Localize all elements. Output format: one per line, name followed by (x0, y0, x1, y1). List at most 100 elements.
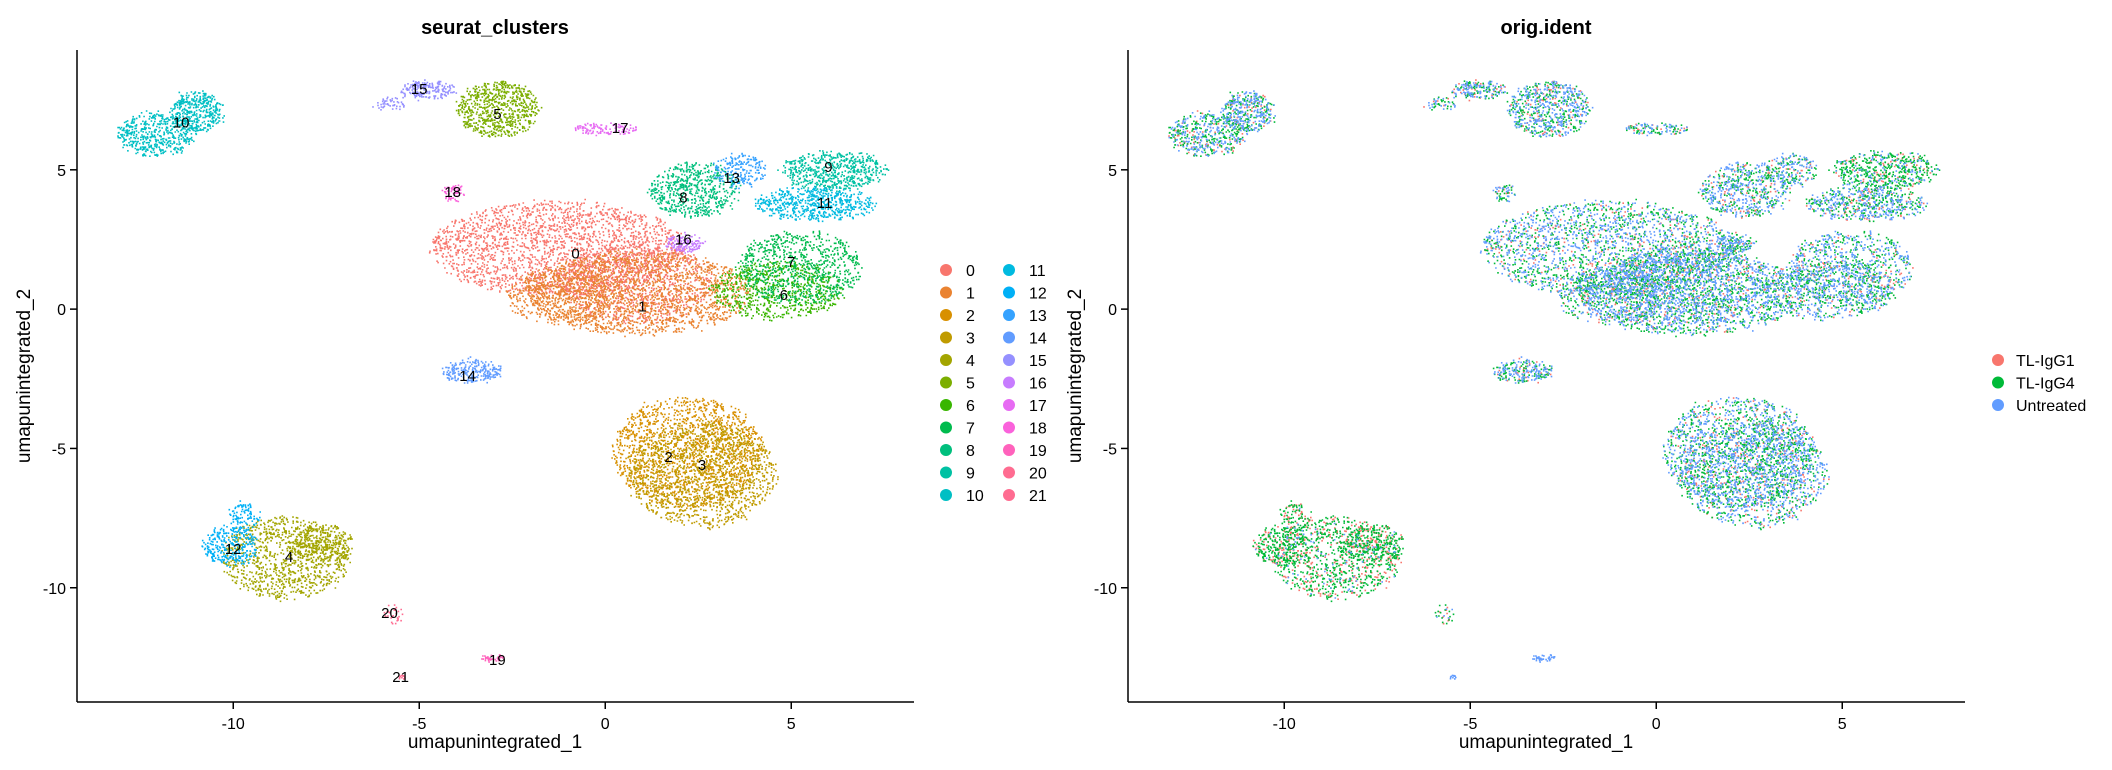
legend-key-2 (940, 309, 952, 321)
legend-label-TL-IgG4: TL-IgG4 (2016, 376, 2075, 393)
legend-key-10 (940, 489, 952, 501)
y-tick-label: -5 (52, 441, 66, 458)
legend-key-16 (1003, 376, 1015, 389)
cluster-9-points (777, 150, 890, 193)
legend-key-19 (1003, 444, 1015, 456)
cluster-label-17: 17 (612, 120, 629, 137)
panel-seurat-clusters: seurat_clusters 012 345678910111213141516… (14, 17, 1047, 753)
cluster-20-points (383, 604, 404, 625)
cluster-label-16: 16 (675, 232, 692, 249)
legend-key-1 (940, 286, 952, 299)
legend-label-7: 7 (966, 421, 975, 438)
cluster-18-points (441, 184, 465, 203)
cluster-label-9: 9 (824, 159, 832, 176)
x-tick-label: -10 (222, 716, 245, 733)
legend-label-20: 20 (1029, 466, 1047, 483)
cluster-label-19: 19 (489, 652, 506, 669)
legend-key-3 (940, 331, 952, 344)
legend-label-14: 14 (1029, 331, 1047, 348)
legend-label-9: 9 (966, 466, 975, 483)
legend-label-12: 12 (1029, 286, 1047, 303)
legend-label-4: 4 (966, 353, 975, 370)
cluster-1-points (505, 248, 752, 338)
legend-label-16: 16 (1029, 376, 1047, 393)
legend-label-Untreated: Untreated (2016, 398, 2086, 415)
legend-key-6 (940, 399, 952, 411)
legend-key-TL-IgG1 (1992, 354, 2004, 366)
cluster-label-7: 7 (787, 254, 795, 271)
x-tick-label: 5 (1838, 716, 1847, 733)
y-tick-label: 0 (57, 302, 66, 319)
legend-key-14 (1003, 331, 1015, 344)
cluster-19-points (481, 654, 505, 663)
legend-key-13 (1003, 309, 1015, 321)
legend-key-9 (940, 466, 952, 479)
cluster-12-points (201, 500, 261, 568)
cluster-label-2: 2 (664, 449, 672, 466)
sample-Untreated-points (1168, 80, 1939, 680)
legend-key-12 (1003, 286, 1015, 299)
legend-key-18 (1003, 421, 1015, 434)
legend-label-6: 6 (966, 398, 975, 415)
cluster-10-points (117, 90, 225, 157)
legend-key-20 (1003, 466, 1015, 479)
y-tick-label: 5 (1108, 163, 1117, 180)
legend-key-5 (940, 376, 952, 389)
cluster-label-21: 21 (392, 669, 409, 686)
legend-label-8: 8 (966, 443, 975, 460)
cluster-3-points (625, 419, 779, 531)
legend-label-0: 0 (966, 263, 975, 280)
chart-title-right: orig.ident (1500, 17, 1591, 39)
points-left (117, 79, 890, 680)
legend-label-10: 10 (966, 488, 984, 505)
cluster-label-15: 15 (411, 81, 428, 98)
cluster-4-points (221, 515, 353, 603)
legend-label-15: 15 (1029, 353, 1047, 370)
legend-key-7 (940, 421, 952, 434)
legend-label-TL-IgG1: TL-IgG1 (2016, 353, 2075, 370)
legend-label-21: 21 (1029, 488, 1047, 505)
y-tick-label: -5 (1103, 441, 1117, 458)
x-tick-label: 0 (601, 716, 610, 733)
cluster-21-points (398, 674, 406, 680)
y-axis-label-left: umapunintegrated_2 (14, 289, 35, 463)
points-right (1168, 79, 1941, 680)
x-tick-label: 0 (1652, 716, 1661, 733)
legend-label-18: 18 (1029, 421, 1047, 438)
cluster-17-points (574, 122, 637, 137)
cluster-7-points (734, 230, 863, 306)
x-axis-label-right: umapunintegrated_1 (1459, 732, 1633, 753)
legend-label-2: 2 (966, 308, 975, 325)
legend-right: TL-IgG1 TL-IgG4 Untreated (1992, 353, 2086, 415)
cluster-label-11: 11 (817, 195, 833, 212)
cluster-0-points (428, 198, 713, 325)
cluster-14-points (441, 356, 502, 384)
y-tick-label: 5 (57, 163, 66, 180)
y-tick-label: -10 (1094, 581, 1117, 598)
cluster-13-points (713, 152, 767, 190)
x-tick-label: -5 (412, 716, 426, 733)
cluster-15-points (372, 79, 458, 111)
y-tick-label: 0 (1108, 302, 1117, 319)
x-tick-label: -5 (1463, 716, 1477, 733)
cluster-label-12: 12 (225, 541, 242, 558)
cluster-label-3: 3 (698, 457, 706, 474)
legend-key-17 (1003, 399, 1015, 411)
cluster-5-points (455, 80, 543, 138)
legend-key-21 (1003, 489, 1015, 501)
legend-key-0 (940, 264, 952, 276)
cluster-label-14: 14 (459, 368, 476, 385)
cluster-11-points (754, 185, 878, 223)
legend-key-Untreated (1992, 399, 2004, 411)
cluster-label-6: 6 (780, 287, 788, 304)
y-tick-label: -10 (43, 581, 66, 598)
chart-title-left: seurat_clusters (421, 17, 569, 39)
cluster-label-0: 0 (571, 245, 579, 262)
cluster-16-points (665, 231, 707, 254)
cluster-label-8: 8 (679, 190, 687, 207)
cluster-label-5: 5 (493, 106, 501, 123)
cluster-2-points (611, 396, 765, 509)
